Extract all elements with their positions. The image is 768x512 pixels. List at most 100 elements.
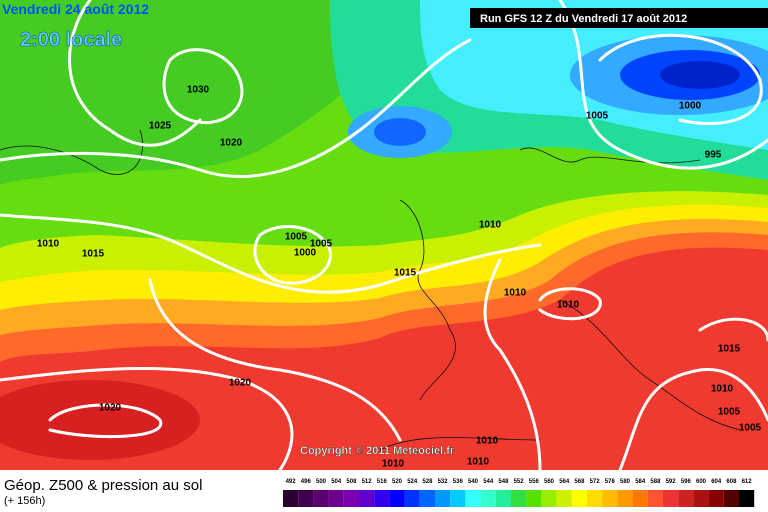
legend-label: 592 (666, 479, 677, 485)
legend-swatch (541, 490, 557, 507)
legend-label: 548 (498, 479, 509, 485)
legend-label: 504 (331, 479, 342, 485)
legend-swatch (450, 490, 466, 507)
isobar-label: 1005 (310, 239, 333, 250)
legend-swatch (374, 490, 390, 507)
legend-swatch (678, 490, 694, 507)
legend-label: 512 (362, 479, 373, 485)
isobar-label: 1010 (557, 300, 580, 311)
legend-swatch (511, 490, 527, 507)
legend-label: 612 (742, 479, 753, 485)
isobar-label: 1020 (229, 378, 252, 389)
legend-swatch (617, 490, 633, 507)
legend-swatch (283, 490, 299, 507)
isobar (0, 0, 768, 470)
legend-label: 500 (316, 479, 327, 485)
field-dark-red (0, 380, 200, 460)
legend-label: 552 (514, 479, 525, 485)
legend-label: 576 (605, 479, 616, 485)
legend-swatch (343, 490, 359, 507)
coastline (0, 129, 741, 451)
isobar-label: 1030 (187, 85, 210, 96)
isobar-label: 1020 (99, 403, 122, 414)
isobar-label: 1010 (504, 288, 527, 299)
legend-label: 508 (346, 479, 357, 485)
legend-swatch (298, 490, 314, 507)
isobar-label: 1015 (718, 344, 741, 355)
legend-label: 544 (483, 479, 494, 485)
legend-swatch (419, 490, 435, 507)
legend-swatch (359, 490, 375, 507)
field-dark-blue (660, 61, 740, 89)
legend-label: 520 (392, 479, 403, 485)
legend-label: 584 (635, 479, 646, 485)
legend-swatch (602, 490, 618, 507)
legend-swatch (587, 490, 603, 507)
legend-swatch (328, 490, 344, 507)
legend-label: 532 (438, 479, 449, 485)
legend-label: 564 (559, 479, 570, 485)
legend-swatch (495, 490, 511, 507)
field-blue (374, 118, 426, 146)
run-box (470, 8, 768, 28)
legend-swatch (435, 490, 451, 507)
footer-lead: (+ 156h) (4, 495, 45, 507)
map-date: Vendredi 24 août 2012 (2, 1, 149, 17)
legend-swatch (723, 490, 739, 507)
legend-swatch (313, 490, 329, 507)
isobar-label: 1005 (285, 232, 308, 243)
legend-label: 516 (377, 479, 388, 485)
legend-label: 572 (590, 479, 601, 485)
isobar-label: 1000 (679, 101, 702, 112)
legend-swatch (389, 490, 405, 507)
legend-label: 556 (529, 479, 540, 485)
legend-swatch (404, 490, 420, 507)
isobar-label: 1020 (220, 138, 243, 149)
legend-swatch (571, 490, 587, 507)
legend-label: 604 (711, 479, 722, 485)
legend-swatch (632, 490, 648, 507)
isobar-label: 1000 (294, 248, 317, 259)
legend-swatch (556, 490, 572, 507)
isobar-label: 1010 (467, 457, 490, 468)
legend-label: 568 (574, 479, 585, 485)
legend-label: 560 (544, 479, 555, 485)
field-green-dark (0, 0, 420, 185)
footer-title: Géop. Z500 & pression au sol (4, 477, 202, 494)
run-label: Run GFS 12 Z du Vendredi 17 août 2012 (480, 13, 687, 25)
legend-label: 492 (286, 479, 297, 485)
legend-label: 596 (681, 479, 692, 485)
legend-swatch (480, 490, 496, 507)
isobar-label: 1010 (37, 239, 60, 250)
legend-swatch (526, 490, 542, 507)
legend-swatch (647, 490, 663, 507)
legend-swatch (739, 490, 755, 507)
legend-label: 600 (696, 479, 707, 485)
legend-label: 580 (620, 479, 631, 485)
legend-label: 528 (422, 479, 433, 485)
legend-swatch (663, 490, 679, 507)
isobar-label: 1005 (718, 407, 741, 418)
legend-label: 496 (301, 479, 312, 485)
isobar-label: 995 (705, 150, 722, 161)
legend-label: 540 (468, 479, 479, 485)
isobar-label: 1005 (586, 111, 609, 122)
isobar-label: 1015 (82, 249, 105, 260)
legend-label: 524 (407, 479, 418, 485)
isobar-label: 1010 (382, 459, 405, 470)
legend-label: 536 (453, 479, 464, 485)
legend-label: 608 (726, 479, 737, 485)
map-time: 2:00 locale (20, 29, 122, 51)
isobar-label: 1025 (149, 121, 172, 132)
legend-swatch (708, 490, 724, 507)
isobar-label: 1015 (394, 268, 417, 279)
isobar-label: 1010 (476, 436, 499, 447)
legend-swatch (465, 490, 481, 507)
legend-swatch (693, 490, 709, 507)
isobar-label: 1010 (711, 384, 734, 395)
isobar-label: 1005 (739, 423, 762, 434)
isobar-label: 1010 (479, 220, 502, 231)
legend-label: 588 (650, 479, 661, 485)
copyright: Copyright © 2011 Meteociel.fr (300, 445, 455, 457)
